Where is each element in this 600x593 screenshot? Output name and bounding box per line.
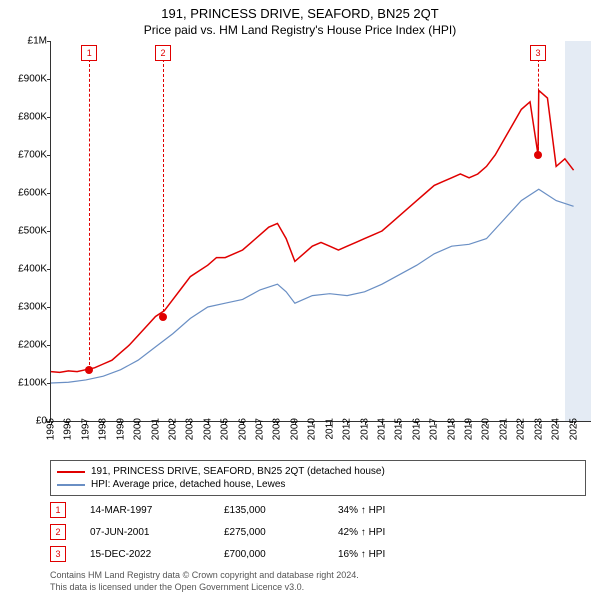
x-tick-label: 2024 <box>551 418 562 440</box>
sale-price: £275,000 <box>224 527 314 538</box>
y-tick-label: £600K <box>3 188 47 199</box>
sale-number-badge: 1 <box>50 502 66 518</box>
y-tick-label: £900K <box>3 74 47 85</box>
y-tick-label: £200K <box>3 340 47 351</box>
x-tick-label: 2017 <box>429 418 440 440</box>
x-tick-label: 2019 <box>464 418 475 440</box>
x-tick-label: 2007 <box>255 418 266 440</box>
x-tick-label: 2011 <box>324 418 335 440</box>
license-line-2: This data is licensed under the Open Gov… <box>50 582 600 593</box>
sale-date: 14-MAR-1997 <box>90 505 200 516</box>
sale-marker-line <box>538 59 539 155</box>
legend-label: HPI: Average price, detached house, Lewe… <box>91 479 285 490</box>
x-tick-label: 2016 <box>411 418 422 440</box>
license-line-1: Contains HM Land Registry data © Crown c… <box>50 570 600 582</box>
sale-marker-dot <box>159 313 167 321</box>
sale-marker-dot <box>534 151 542 159</box>
x-tick-label: 2009 <box>289 418 300 440</box>
x-tick-label: 1996 <box>63 418 74 440</box>
sale-marker-dot <box>85 366 93 374</box>
y-tick-label: £800K <box>3 112 47 123</box>
sale-hpi-delta: 42% ↑ HPI <box>338 527 385 538</box>
x-tick-label: 1997 <box>80 418 91 440</box>
chart-svg <box>51 41 591 421</box>
sale-date: 07-JUN-2001 <box>90 527 200 538</box>
sale-price: £135,000 <box>224 505 314 516</box>
x-tick-label: 2005 <box>220 418 231 440</box>
x-tick-label: 2025 <box>568 418 579 440</box>
sale-price: £700,000 <box>224 549 314 560</box>
x-tick-label: 2015 <box>394 418 405 440</box>
x-tick-label: 2013 <box>359 418 370 440</box>
x-tick-label: 2003 <box>185 418 196 440</box>
x-tick-label: 1995 <box>46 418 57 440</box>
series-property <box>51 90 574 372</box>
sale-marker-box: 1 <box>81 45 97 61</box>
sale-row: 1 14-MAR-1997 £135,000 34% ↑ HPI <box>50 502 600 518</box>
y-tick-label: £0 <box>3 416 47 427</box>
sale-row: 3 15-DEC-2022 £700,000 16% ↑ HPI <box>50 546 600 562</box>
x-tick-label: 2023 <box>533 418 544 440</box>
y-tick-label: £300K <box>3 302 47 313</box>
legend-box: 191, PRINCESS DRIVE, SEAFORD, BN25 2QT (… <box>50 460 586 496</box>
x-tick-label: 1998 <box>98 418 109 440</box>
sale-marker-line <box>89 59 90 370</box>
legend-swatch <box>57 484 85 486</box>
x-tick-label: 2000 <box>133 418 144 440</box>
sale-marker-box: 2 <box>155 45 171 61</box>
sale-number-badge: 3 <box>50 546 66 562</box>
legend-swatch <box>57 471 85 473</box>
x-tick-label: 2004 <box>202 418 213 440</box>
y-tick-label: £1M <box>3 36 47 47</box>
sale-marker-box: 3 <box>530 45 546 61</box>
sale-hpi-delta: 34% ↑ HPI <box>338 505 385 516</box>
series-hpi <box>51 189 574 383</box>
x-tick-label: 2001 <box>150 418 161 440</box>
x-tick-label: 2021 <box>498 418 509 440</box>
legend-item: 191, PRINCESS DRIVE, SEAFORD, BN25 2QT (… <box>57 465 579 478</box>
y-tick-label: £500K <box>3 226 47 237</box>
sale-marker-line <box>163 59 164 317</box>
x-tick-label: 2010 <box>307 418 318 440</box>
y-tick-label: £700K <box>3 150 47 161</box>
chart-subtitle: Price paid vs. HM Land Registry's House … <box>0 21 600 41</box>
sales-table: 1 14-MAR-1997 £135,000 34% ↑ HPI 2 07-JUN-200… <box>0 502 600 562</box>
y-tick-label: £100K <box>3 378 47 389</box>
x-tick-label: 2008 <box>272 418 283 440</box>
x-tick-label: 2012 <box>342 418 353 440</box>
sale-number-badge: 2 <box>50 524 66 540</box>
x-tick-label: 1999 <box>115 418 126 440</box>
sale-row: 2 07-JUN-2001 £275,000 42% ↑ HPI <box>50 524 600 540</box>
y-tick-label: £400K <box>3 264 47 275</box>
x-tick-label: 2006 <box>237 418 248 440</box>
x-tick-label: 2014 <box>376 418 387 440</box>
chart-title: 191, PRINCESS DRIVE, SEAFORD, BN25 2QT <box>0 0 600 21</box>
legend-item: HPI: Average price, detached house, Lewe… <box>57 478 579 491</box>
sale-hpi-delta: 16% ↑ HPI <box>338 549 385 560</box>
x-tick-label: 2020 <box>481 418 492 440</box>
legend-label: 191, PRINCESS DRIVE, SEAFORD, BN25 2QT (… <box>91 466 385 477</box>
x-tick-label: 2022 <box>516 418 527 440</box>
x-tick-label: 2018 <box>446 418 457 440</box>
sale-date: 15-DEC-2022 <box>90 549 200 560</box>
chart-plot-area: £0£100K£200K£300K£400K£500K£600K£700K£80… <box>50 41 591 422</box>
x-tick-label: 2002 <box>167 418 178 440</box>
